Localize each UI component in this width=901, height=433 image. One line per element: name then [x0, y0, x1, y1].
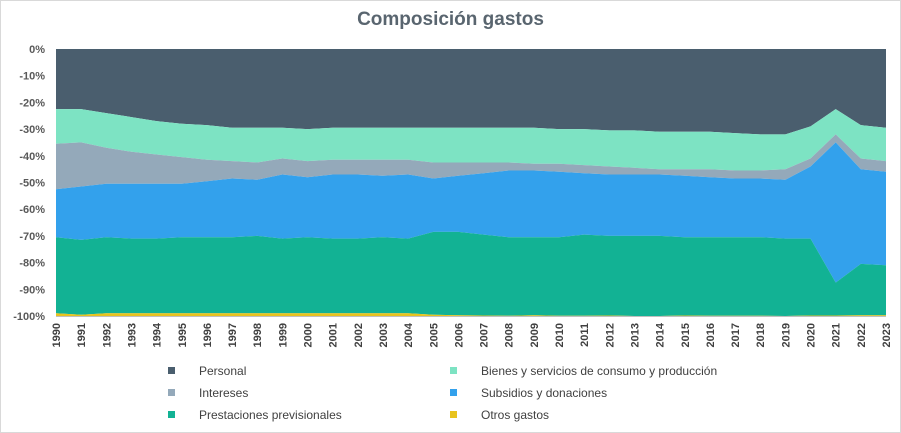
- x-tick-label: 2015: [680, 323, 692, 347]
- y-tick-label: -60%: [19, 204, 45, 216]
- x-tick-label: 1993: [126, 323, 138, 347]
- y-tick-label: -20%: [19, 97, 45, 109]
- area-series-4: [56, 231, 886, 316]
- x-tick-label: 2003: [378, 323, 390, 347]
- x-tick-label: 1991: [76, 323, 88, 347]
- x-tick-label: 1996: [202, 323, 214, 347]
- x-tick-label: 2016: [705, 323, 717, 347]
- x-tick-label: 2005: [428, 323, 440, 347]
- area-series-2: [56, 134, 886, 190]
- x-tick-label: 2007: [479, 323, 491, 347]
- legend-marker: [450, 389, 457, 396]
- area-series-1: [56, 109, 886, 171]
- legend-label: Prestaciones previsionales: [199, 408, 342, 422]
- x-tick-label: 2013: [629, 323, 641, 347]
- x-tick-label: 1994: [152, 322, 164, 347]
- y-tick-label: -40%: [19, 151, 45, 163]
- x-tick-label: 1998: [252, 323, 264, 347]
- x-tick-label: 2023: [881, 323, 893, 347]
- x-tick-label: 2019: [780, 323, 792, 347]
- x-tick-label: 2008: [504, 323, 516, 347]
- legend-marker: [168, 411, 175, 418]
- x-tick-label: 2012: [604, 323, 616, 347]
- legend-label: Subsidios y donaciones: [481, 386, 607, 400]
- y-tick-label: -100%: [13, 311, 45, 323]
- x-tick-label: 2014: [655, 322, 667, 347]
- y-tick-label: 0%: [29, 44, 45, 56]
- y-tick-label: -80%: [19, 258, 45, 270]
- y-tick-label: -90%: [19, 284, 45, 296]
- x-tick-label: 2020: [806, 323, 818, 347]
- x-tick-label: 2021: [831, 323, 843, 347]
- area-series-3: [56, 142, 886, 283]
- x-tick-label: 2006: [453, 323, 465, 347]
- x-tick-label: 1999: [277, 323, 289, 347]
- x-tick-label: 2018: [755, 323, 767, 347]
- legend-marker: [450, 411, 457, 418]
- x-tick-label: 2002: [353, 323, 365, 347]
- legend-label: Bienes y servicios de consumo y producci…: [481, 364, 717, 378]
- x-tick-label: 1992: [101, 323, 113, 347]
- x-tick-label: 2017: [730, 323, 742, 347]
- x-tick-label: 2001: [328, 323, 340, 347]
- y-tick-label: -10%: [19, 71, 45, 83]
- legend-label: Intereses: [199, 386, 248, 400]
- legend-marker: [450, 367, 457, 374]
- x-tick-label: 2022: [856, 323, 868, 347]
- y-tick-label: -50%: [19, 178, 45, 190]
- legend-label: Personal: [199, 364, 246, 378]
- y-tick-label: -70%: [19, 231, 45, 243]
- x-tick-label: 2004: [403, 322, 415, 347]
- x-tick-label: 2009: [529, 323, 541, 347]
- area-series-0: [56, 49, 886, 135]
- legend-marker: [168, 367, 175, 374]
- legend-label: Otros gastos: [481, 408, 549, 422]
- x-tick-label: 2011: [579, 323, 591, 347]
- area-series-5: [56, 313, 886, 316]
- legend-marker: [168, 389, 175, 396]
- x-tick-label: 2010: [554, 323, 566, 347]
- x-tick-label: 1990: [51, 323, 63, 347]
- chart-title: Composición gastos: [357, 9, 544, 30]
- y-tick-label: -30%: [19, 124, 45, 136]
- x-tick-label: 1995: [177, 323, 189, 347]
- x-tick-label: 1997: [227, 323, 239, 347]
- x-tick-label: 2000: [303, 323, 315, 347]
